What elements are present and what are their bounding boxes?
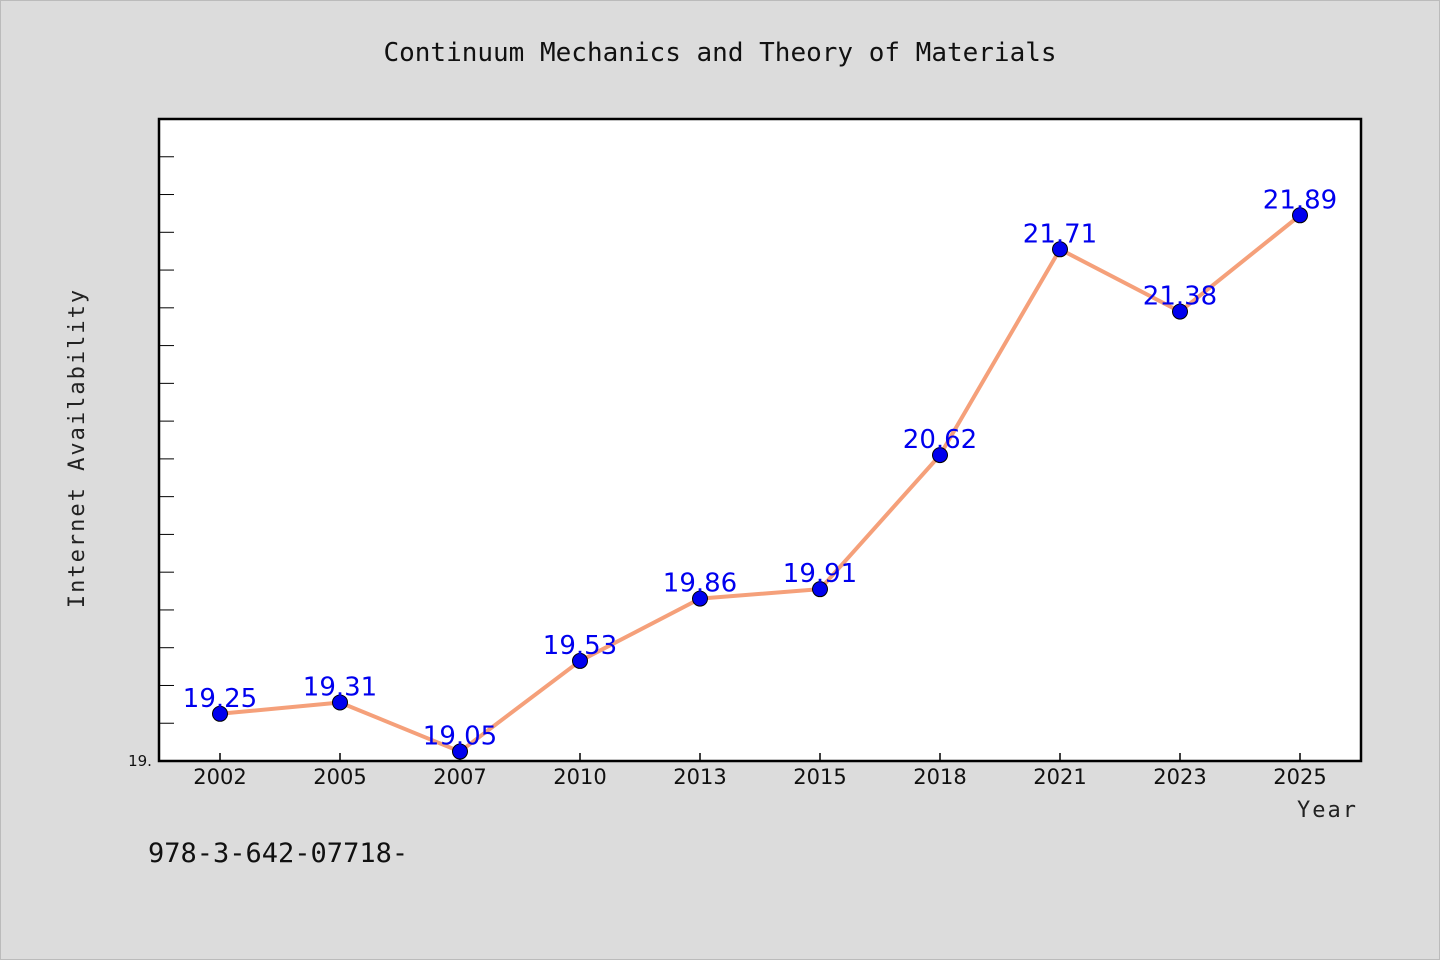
x-tick-label: 2021 <box>1033 765 1086 789</box>
x-tick-label: 2015 <box>793 765 846 789</box>
data-point <box>1172 303 1188 320</box>
series-line <box>219 213 1302 754</box>
data-point <box>212 705 228 722</box>
x-tick-label: 2018 <box>913 765 966 789</box>
data-label: 21.38 <box>1143 282 1217 312</box>
series-markers <box>212 207 1308 760</box>
data-point <box>932 447 948 464</box>
data-labels: 19.25 19.31 19.05 19.53 19.86 19.91 20.62 21.71… <box>183 185 1337 751</box>
x-tick-label: 2025 <box>1273 765 1326 789</box>
y-tick-label: 19. <box>128 752 152 770</box>
x-tick-label: 2013 <box>673 765 726 789</box>
plot-area <box>159 119 1361 761</box>
x-axis-ticks: 2002 2005 2007 2010 2013 2015 2018 2021 2023 2025 <box>193 753 1327 789</box>
data-label: 19.25 <box>183 684 257 714</box>
data-point <box>812 581 828 598</box>
data-point <box>1292 207 1308 224</box>
x-tick-label: 2010 <box>553 765 606 789</box>
data-label: 20.62 <box>903 425 977 455</box>
chart-title: Continuum Mechanics and Theory of Materi… <box>383 38 1056 68</box>
x-tick-label: 2023 <box>1153 765 1206 789</box>
data-label: 19.86 <box>663 569 737 599</box>
data-label: 21.71 <box>1023 219 1097 249</box>
data-label: 19.91 <box>783 559 857 589</box>
data-point <box>452 743 468 760</box>
data-label: 19.53 <box>543 631 617 661</box>
x-axis-label: Year <box>1297 798 1358 823</box>
data-point <box>332 694 348 711</box>
data-point <box>1052 241 1068 258</box>
x-tick-label: 2005 <box>313 765 366 789</box>
y-axis-ticks <box>159 118 174 724</box>
footnote-text: 978-3-642-07718- <box>148 838 408 869</box>
x-tick-label: 2002 <box>193 765 246 789</box>
data-label: 19.05 <box>423 722 497 752</box>
x-tick-label: 2007 <box>433 765 486 789</box>
y-axis-label: Internet Availability <box>65 288 90 608</box>
data-point <box>692 590 708 607</box>
plot-frame <box>157 117 1363 763</box>
data-point <box>572 652 588 669</box>
data-label: 21.89 <box>1263 185 1337 215</box>
data-label: 19.31 <box>303 672 377 702</box>
